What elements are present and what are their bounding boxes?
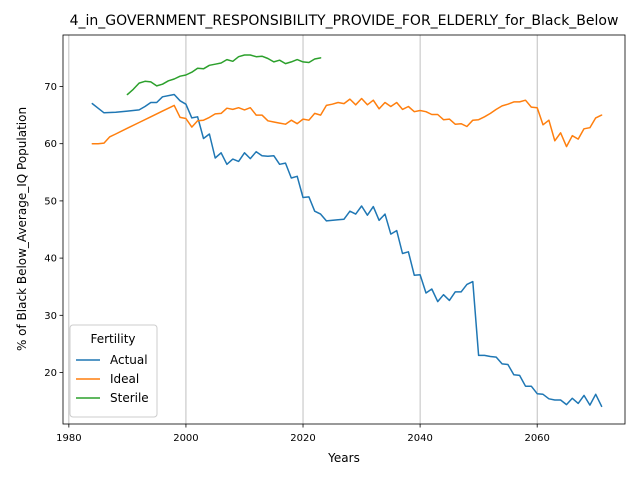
y-tick-label: 70 xyxy=(44,82,57,93)
x-tick-label: 2000 xyxy=(173,433,198,444)
y-tick-label: 30 xyxy=(44,311,57,322)
legend-label-sterile: Sterile xyxy=(110,391,149,405)
legend-title: Fertility xyxy=(90,332,135,346)
x-axis-ticks: 1980 2000 2020 2040 2060 xyxy=(56,424,550,444)
y-axis-label: % of Black Below_Average_IQ Population xyxy=(15,107,29,351)
series-lines xyxy=(91,54,603,408)
y-axis-ticks: 20 30 40 50 60 70 xyxy=(44,82,63,379)
series-line-sterile xyxy=(126,54,322,96)
y-tick-label: 50 xyxy=(44,196,57,207)
y-tick-label: 60 xyxy=(44,139,57,150)
plot-frame xyxy=(62,34,626,425)
legend-label-actual: Actual xyxy=(110,353,148,367)
x-axis-label: Years xyxy=(327,451,360,465)
x-tick-label: 1980 xyxy=(56,433,81,444)
legend-frame xyxy=(69,324,158,418)
legend-label-ideal: Ideal xyxy=(110,372,139,386)
gridlines xyxy=(68,35,538,424)
x-tick-label: 2060 xyxy=(524,433,549,444)
y-tick-label: 20 xyxy=(44,368,57,379)
chart-title: 4_in_GOVERNMENT_RESPONSIBILITY_PROVIDE_F… xyxy=(70,13,619,29)
series-line-ideal xyxy=(91,97,603,148)
y-tick-label: 40 xyxy=(44,254,57,265)
series-line-actual xyxy=(91,93,603,408)
x-tick-label: 2040 xyxy=(407,433,432,444)
x-tick-label: 2020 xyxy=(290,433,315,444)
legend: Fertility Actual Ideal Sterile xyxy=(69,324,158,418)
